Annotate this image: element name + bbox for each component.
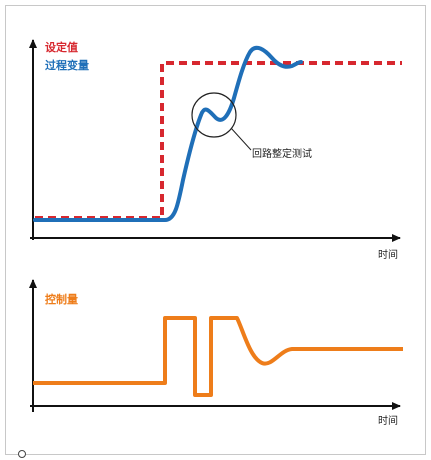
setpoint-line xyxy=(35,61,402,220)
legend-process-variable-label: 过程变量 xyxy=(45,58,89,72)
tuning-test-highlight-circle xyxy=(191,92,237,138)
process-variable-curve xyxy=(33,45,303,222)
loop-tuning-test-annotation: 回路整定测试 xyxy=(252,147,312,160)
legend-setpoint-label: 设定值 xyxy=(45,40,78,54)
top-x-axis-label: 时间 xyxy=(378,248,398,261)
corner-handle-circle xyxy=(18,450,26,458)
figure-frame xyxy=(5,5,426,455)
annotation-leader-line xyxy=(230,127,252,151)
control-output-curve xyxy=(33,316,403,397)
bottom-x-axis-label: 时间 xyxy=(378,414,398,427)
legend-control-output-label: 控制量 xyxy=(45,292,78,306)
